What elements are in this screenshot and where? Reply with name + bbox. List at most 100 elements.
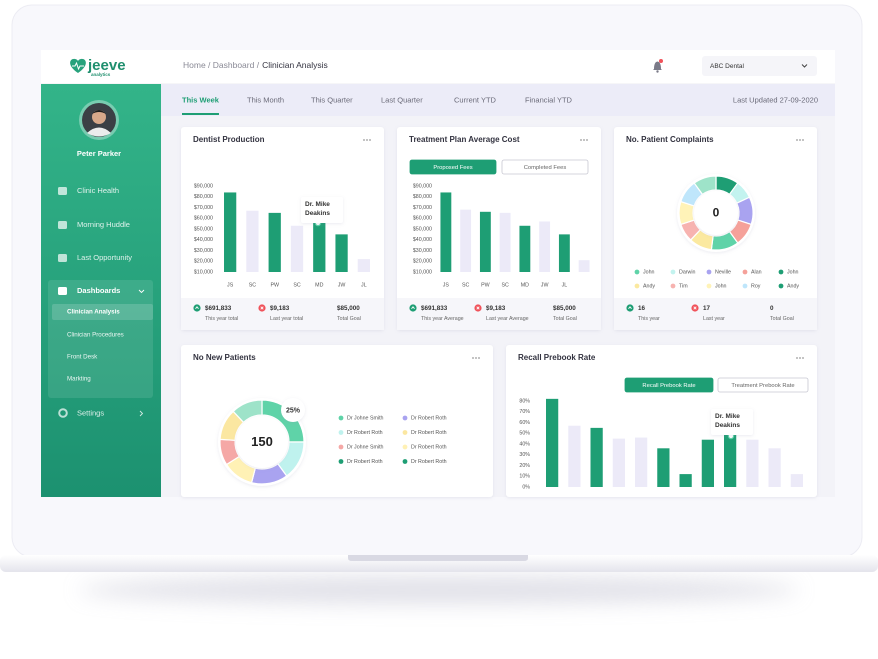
- tab[interactable]: Current YTD: [454, 95, 497, 104]
- card-menu-dot[interactable]: [586, 139, 588, 141]
- card-menu-dot[interactable]: [472, 357, 474, 359]
- y-tick-label: $60,000: [413, 216, 432, 222]
- donut-hole: [694, 191, 738, 235]
- card-menu-dot[interactable]: [799, 139, 801, 141]
- legend-swatch: [634, 283, 640, 289]
- card-menu-dot[interactable]: [802, 139, 804, 141]
- menu-icon: [58, 254, 67, 262]
- toggle-button[interactable]: [409, 159, 497, 175]
- card-title: No. Patient Complaints: [626, 135, 714, 144]
- submenu-item[interactable]: Front Desk: [67, 354, 98, 361]
- tab-underline: [182, 113, 219, 115]
- tab[interactable]: This Month: [247, 95, 284, 104]
- legend-label: Darwin: [679, 270, 696, 276]
- laptop-shadow: [79, 576, 799, 604]
- trend-icon: [193, 304, 201, 312]
- avatar-hair: [92, 110, 106, 114]
- card: [181, 127, 384, 330]
- legend-label: Dr Johne Smith: [347, 416, 384, 422]
- y-tick-label: $60,000: [194, 216, 213, 222]
- legend-label: Dr Robert Roth: [411, 416, 447, 422]
- stat-label: This year: [638, 316, 660, 322]
- legend-swatch: [634, 269, 640, 275]
- tooltip-text: Dr. Mike Deakins: [715, 413, 740, 429]
- bar: [546, 398, 559, 487]
- clinic-dropdown[interactable]: [702, 56, 817, 76]
- toggle-button[interactable]: [624, 377, 714, 393]
- tab[interactable]: Last Quarter: [381, 95, 423, 104]
- donut-center: 0: [713, 206, 720, 220]
- card-menu-dot[interactable]: [583, 139, 585, 141]
- menu-item[interactable]: Last Opportunity: [77, 253, 132, 262]
- stat-label: Last year Average: [486, 316, 529, 322]
- legend-swatch: [742, 283, 748, 289]
- menu-item[interactable]: Dashboards: [77, 286, 120, 295]
- breadcrumb-path[interactable]: Home / Dashboard /: [183, 60, 260, 70]
- toggle-label: Completed Fees: [524, 165, 567, 171]
- legend-swatch: [338, 444, 344, 450]
- legend-label: Neville: [715, 270, 731, 276]
- card-menu-dot[interactable]: [799, 357, 801, 359]
- stat-value: 17: [703, 305, 711, 312]
- bar: [578, 260, 590, 272]
- legend-label: John: [715, 284, 727, 290]
- bar: [657, 448, 670, 487]
- bar: [224, 192, 237, 272]
- y-tick-label: $80,000: [194, 194, 213, 200]
- bell-badge: [659, 59, 663, 63]
- x-tick-label: JW: [541, 282, 549, 288]
- card-menu-dot[interactable]: [363, 139, 365, 141]
- toggle-button[interactable]: [717, 377, 809, 393]
- bar: [290, 225, 304, 272]
- card-menu-dot[interactable]: [366, 139, 368, 141]
- card-menu-dot[interactable]: [796, 357, 798, 359]
- submenu-item[interactable]: Markting: [67, 376, 91, 383]
- trend-glyph: [476, 306, 480, 310]
- stats-row: [614, 298, 817, 330]
- bell-icon[interactable]: [653, 61, 662, 71]
- card-menu-dot[interactable]: [796, 139, 798, 141]
- bar: [790, 474, 803, 487]
- card-menu-dot[interactable]: [580, 139, 582, 141]
- menu-item[interactable]: Settings: [77, 408, 104, 417]
- legend-swatch: [402, 459, 408, 464]
- tab[interactable]: This Quarter: [311, 95, 353, 104]
- y-tick-label: 60%: [519, 420, 530, 426]
- submenu-item[interactable]: Clinician Procedures: [67, 332, 124, 339]
- tab[interactable]: This Week: [182, 95, 220, 104]
- legend-label: John: [787, 270, 799, 276]
- card-menu-dot[interactable]: [475, 357, 477, 359]
- avatar-face: [92, 110, 106, 124]
- menu-icon: [58, 221, 67, 229]
- menu-item[interactable]: Clinic Health: [77, 186, 119, 195]
- donut-hole: [236, 416, 288, 468]
- card-title: Treatment Plan Average Cost: [409, 135, 520, 144]
- y-tick-label: $90,000: [194, 183, 213, 189]
- card-menu-dot[interactable]: [369, 139, 371, 141]
- legend-swatch: [706, 283, 712, 289]
- bar: [539, 221, 551, 272]
- menu-item[interactable]: Morning Huddle: [77, 220, 130, 229]
- bar: [519, 225, 531, 272]
- x-tick-label: PW: [481, 282, 490, 288]
- dashboards-chevron: [138, 289, 145, 294]
- bar: [460, 209, 472, 272]
- stat-value: $9,183: [486, 305, 506, 312]
- legend-swatch: [402, 415, 408, 421]
- toggle-button[interactable]: [501, 159, 589, 175]
- bar: [679, 474, 692, 487]
- bar: [499, 212, 511, 272]
- avatar-shirt: [87, 127, 111, 137]
- card-menu-dot[interactable]: [478, 357, 480, 359]
- stat-label: Total Goal: [337, 316, 361, 322]
- y-tick-label: $30,000: [413, 248, 432, 254]
- bar: [335, 234, 348, 272]
- donut-segment: [693, 175, 717, 196]
- y-tick-label: $50,000: [413, 226, 432, 232]
- tooltip: Dr. Mike Deakins: [715, 413, 740, 429]
- tab[interactable]: Financial YTD: [525, 95, 573, 104]
- submenu-item[interactable]: Clinician Analysis: [67, 309, 120, 316]
- stat-value: 0: [770, 305, 774, 312]
- card-menu-dot[interactable]: [802, 357, 804, 359]
